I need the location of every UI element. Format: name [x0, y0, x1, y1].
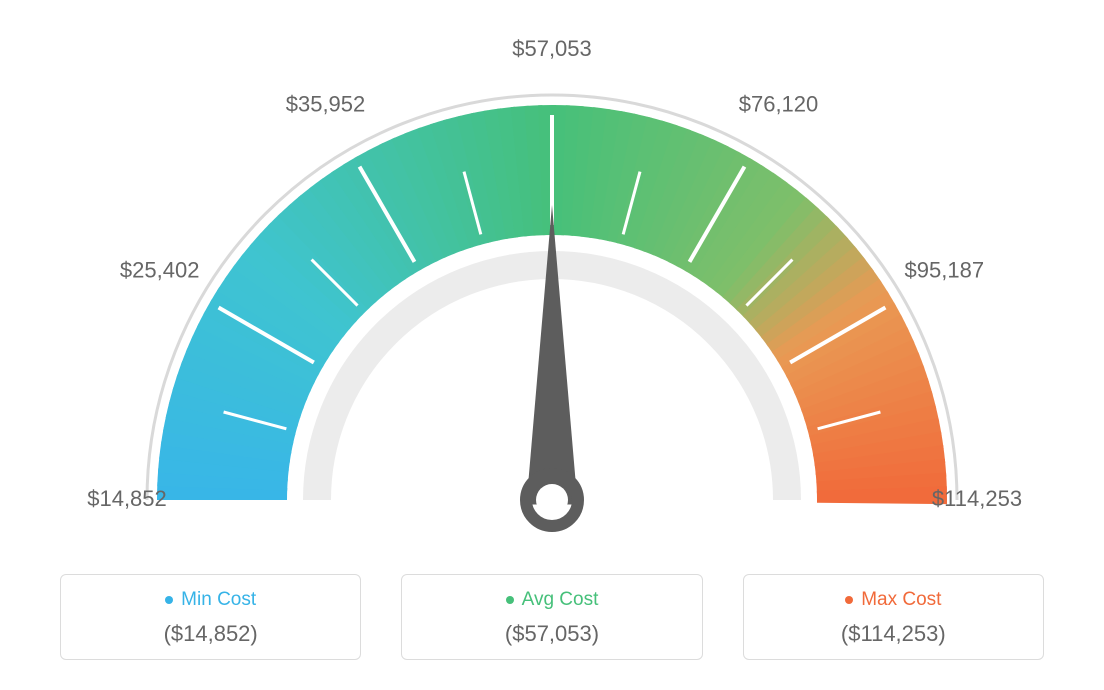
tick-label: $14,852: [87, 486, 167, 511]
legend-card-avg: Avg Cost ($57,053): [401, 574, 702, 660]
legend-title-text: Max Cost: [861, 589, 941, 611]
legend-title-max: Max Cost: [845, 589, 941, 611]
tick-label: $25,402: [120, 258, 200, 283]
tick-label: $95,187: [905, 258, 985, 283]
legend-value-min: ($14,852): [71, 621, 350, 647]
tick-label: $35,952: [286, 92, 366, 117]
dot-icon: [165, 596, 173, 604]
legend-title-min: Min Cost: [165, 589, 256, 611]
gauge-chart: $14,852 $25,402 $35,952 $57,053 $76,120 $95,1…: [0, 0, 1104, 540]
needle-icon: [526, 205, 577, 505]
legend-title-avg: Avg Cost: [506, 589, 599, 611]
dot-icon: [506, 596, 514, 604]
tick-label: $76,120: [739, 92, 819, 117]
needle-hub-inner: [536, 484, 568, 516]
legend-card-max: Max Cost ($114,253): [743, 574, 1044, 660]
legend-title-text: Min Cost: [181, 589, 256, 611]
cost-gauge-widget: $14,852 $25,402 $35,952 $57,053 $76,120 $95,1…: [0, 0, 1104, 690]
legend-title-text: Avg Cost: [522, 589, 599, 611]
legend-row: Min Cost ($14,852) Avg Cost ($57,053) Ma…: [60, 574, 1044, 660]
tick-label: $114,253: [932, 486, 1022, 511]
legend-value-avg: ($57,053): [412, 621, 691, 647]
legend-card-min: Min Cost ($14,852): [60, 574, 361, 660]
legend-value-max: ($114,253): [754, 621, 1033, 647]
tick-label: $57,053: [512, 36, 592, 61]
dot-icon: [845, 596, 853, 604]
